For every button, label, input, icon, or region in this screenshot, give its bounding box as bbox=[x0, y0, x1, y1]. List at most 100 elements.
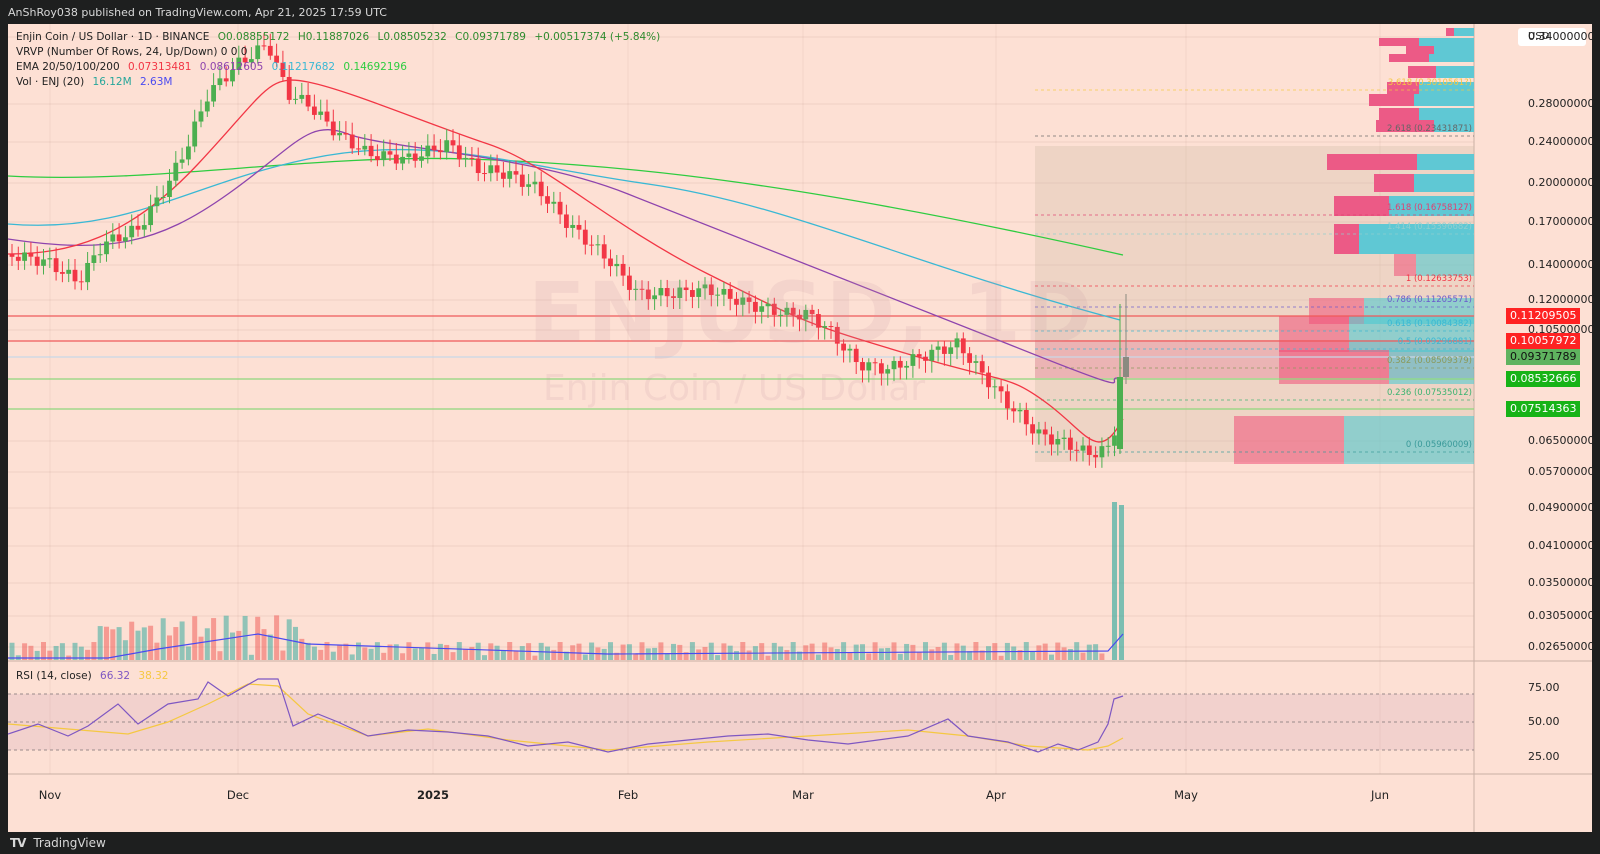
currency-button[interactable]: USD bbox=[1518, 28, 1586, 46]
vrvp-up-bar bbox=[1344, 416, 1474, 464]
time-label: Dec bbox=[226, 788, 250, 802]
candle-body bbox=[614, 263, 620, 267]
candle-body bbox=[608, 258, 613, 267]
candle-body bbox=[267, 45, 273, 56]
volume-bar bbox=[230, 632, 235, 660]
watermark-name: Enjin Coin / US Dollar bbox=[543, 368, 926, 409]
volume-bar bbox=[916, 652, 922, 660]
rsi-label: RSI (14, close) bbox=[16, 670, 92, 682]
price-chart[interactable] bbox=[8, 24, 1592, 832]
candle-body bbox=[576, 224, 582, 230]
volume-bar bbox=[299, 638, 305, 660]
candle-body bbox=[519, 174, 525, 187]
ohlc-change: +0.00517374 (+5.84%) bbox=[534, 31, 661, 43]
volume-bar bbox=[431, 653, 437, 660]
volume-bar bbox=[1099, 653, 1105, 660]
time-label: May bbox=[1174, 788, 1198, 802]
fib-level-label: 1.618 (0.16758127) bbox=[1386, 203, 1472, 213]
candle-body bbox=[507, 171, 513, 179]
ema100-line bbox=[8, 148, 1121, 321]
volume-bar bbox=[59, 643, 65, 660]
legend-ema-row[interactable]: EMA 20/50/100/200 0.07313481 0.08612605 … bbox=[16, 60, 665, 75]
ema20-value: 0.07313481 bbox=[127, 61, 192, 73]
ema-label: EMA 20/50/100/200 bbox=[16, 61, 120, 73]
candle-body bbox=[186, 146, 191, 160]
volume-bar bbox=[809, 643, 815, 660]
volume-bar bbox=[116, 627, 122, 660]
vrvp-up-bar bbox=[1414, 174, 1474, 192]
candle-body bbox=[834, 326, 840, 344]
price-tag: 0.07514363 bbox=[1506, 401, 1580, 417]
vrvp-up-bar bbox=[1436, 66, 1474, 78]
candle-body bbox=[860, 362, 865, 371]
volume-bar bbox=[923, 642, 928, 660]
candle-body bbox=[72, 269, 78, 282]
publish-header: AnShRoy038 published on TradingView.com,… bbox=[8, 6, 387, 19]
chart-legend: Enjin Coin / US Dollar · 1D · BINANCE O0… bbox=[16, 30, 665, 90]
volume-bar bbox=[185, 646, 191, 660]
candle-body bbox=[652, 295, 657, 300]
candle-body bbox=[708, 284, 714, 296]
legend-vrvp-row[interactable]: VRVP (Number Of Rows, 24, Up/Down) 0 0 0 bbox=[16, 45, 665, 60]
volume-bar bbox=[608, 642, 613, 660]
candle-body bbox=[286, 76, 292, 100]
candle-body bbox=[1074, 449, 1080, 451]
vrvp-down-bar bbox=[1374, 174, 1414, 192]
candle-body bbox=[261, 45, 267, 47]
vrvp-up-bar bbox=[1419, 38, 1474, 46]
price-tick: 0.04100000 bbox=[1528, 539, 1595, 552]
candle-body bbox=[1117, 377, 1123, 449]
vrvp-down-bar bbox=[1334, 196, 1389, 216]
volume-bar bbox=[242, 615, 248, 660]
volume-bar bbox=[148, 625, 154, 660]
volume-bar bbox=[419, 647, 424, 660]
candle-body bbox=[759, 306, 765, 312]
price-tick: 0.10500000 bbox=[1528, 323, 1595, 336]
volume-bar bbox=[236, 630, 242, 660]
volume-bar bbox=[790, 642, 796, 660]
candle-body bbox=[85, 262, 90, 283]
volume-bar bbox=[715, 655, 721, 660]
candle-body bbox=[570, 224, 576, 228]
vrvp-down-bar bbox=[1408, 66, 1436, 78]
fib-level-label: 1 (0.12633753) bbox=[1405, 274, 1472, 284]
candle-body bbox=[942, 346, 947, 354]
ema20-line bbox=[8, 79, 1124, 443]
volume-bar bbox=[671, 643, 676, 660]
volume-bar bbox=[639, 642, 645, 660]
candle-body bbox=[1055, 438, 1061, 445]
volume-bar bbox=[412, 648, 418, 660]
vrvp-up-bar bbox=[1419, 108, 1474, 120]
price-tick: 0.04900000 bbox=[1528, 501, 1595, 514]
candle-body bbox=[116, 234, 122, 242]
volume-bar bbox=[872, 642, 878, 660]
candle-body bbox=[1080, 445, 1086, 451]
volume-spike-bar bbox=[1112, 502, 1117, 660]
rsi-tick: 25.00 bbox=[1528, 750, 1560, 763]
price-tick: 0.05700000 bbox=[1528, 465, 1595, 478]
volume-bar bbox=[362, 647, 368, 660]
volume-bar bbox=[154, 642, 160, 660]
candle-body bbox=[677, 287, 683, 298]
volume-bar bbox=[356, 642, 361, 660]
vrvp-up-bar bbox=[1454, 28, 1474, 36]
volume-bar bbox=[885, 647, 891, 660]
volume-bar bbox=[437, 643, 443, 660]
price-tick: 0.34000000 bbox=[1528, 30, 1595, 43]
candle-body bbox=[778, 314, 783, 316]
ema50-line bbox=[8, 129, 1121, 384]
vol-label: Vol · ENJ (20) bbox=[16, 76, 85, 88]
candle-body bbox=[1105, 445, 1111, 447]
volume-bar bbox=[122, 640, 128, 660]
volume-bar bbox=[664, 653, 670, 660]
candle-body bbox=[545, 196, 550, 204]
vrvp-up-bar bbox=[1434, 120, 1474, 132]
candle-body bbox=[349, 134, 355, 149]
legend-volume-row[interactable]: Vol · ENJ (20) 16.12M 2.63M bbox=[16, 75, 665, 90]
fib-level-label: 1.414 (0.15396682) bbox=[1386, 222, 1472, 232]
volume-bar bbox=[104, 626, 109, 660]
rsi-legend[interactable]: RSI (14, close) 66.32 38.32 bbox=[16, 670, 173, 682]
candle-body bbox=[1011, 408, 1017, 412]
legend-symbol-row[interactable]: Enjin Coin / US Dollar · 1D · BINANCE O0… bbox=[16, 30, 665, 45]
candle-body bbox=[973, 361, 979, 363]
